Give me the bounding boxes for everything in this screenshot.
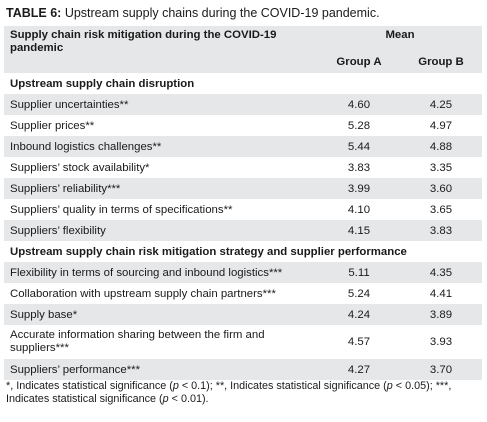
group-b-value: 3.70 [400,359,482,380]
section-header-row: Upstream supply chain disruption [4,73,482,94]
section-title: Upstream supply chain risk mitigation st… [4,241,482,262]
footnote-p-symbol-1: p [172,380,179,392]
table-row: Suppliers’ flexibility 4.15 3.83 [4,220,482,241]
footnote-p-symbol-3: p [162,393,169,405]
footnote-part-2: < 0.1); **, Indicates statistical signif… [178,380,387,392]
table-row: Suppliers’ quality in terms of specifica… [4,199,482,220]
table-caption-text: Upstream supply chains during the COVID-… [64,6,380,20]
group-b-value: 4.88 [400,136,482,157]
row-label: Inbound logistics challenges** [4,136,318,157]
group-a-value: 4.15 [318,220,400,241]
group-b-value: 4.41 [429,287,453,300]
row-label: Supplier uncertainties** [4,94,318,115]
group-b-value: 3.35 [429,161,453,174]
group-a-value: 4.57 [347,336,371,348]
group-a-value: 5.44 [318,136,400,157]
footnote-part-3: < 0.05); ***, Indicates statistical sign… [6,380,452,405]
group-a-header: Group A [318,51,400,73]
table-row: Collaboration with upstream supply chain… [4,283,482,304]
group-a-value: 3.99 [318,178,400,199]
row-label: Suppliers’ stock availability* [10,161,150,174]
row-label: Flexibility in terms of sourcing and inb… [4,262,318,283]
group-a-value: 4.60 [318,94,400,115]
row-label: Supplier prices** [10,119,95,132]
group-a-value: 4.10 [347,203,371,216]
table-row: Supplier prices** 5.28 4.97 [4,115,482,136]
mean-header: Mean [318,26,482,51]
row-label: Suppliers’ reliability*** [4,178,318,199]
row-label: Suppliers’ flexibility [4,220,318,241]
table-row: Suppliers’ stock availability* 3.83 3.35 [4,157,482,178]
table-caption: TABLE 6: Upstream supply chains during t… [6,6,380,20]
table-header-row: Supply chain risk mitigation during the … [4,26,482,73]
table-row: Supplier uncertainties** 4.60 4.25 [4,94,482,115]
table-subheader-row: Group A Group B [4,51,482,73]
footnote-part-1: *, Indicates statistical significance ( [6,380,173,392]
row-label: Collaboration with upstream supply chain… [10,287,276,300]
group-a-value: 5.28 [347,119,371,132]
group-a-value: 5.24 [347,287,371,300]
group-a-value: 3.83 [347,161,371,174]
group-b-value: 4.25 [400,94,482,115]
group-b-value: 4.35 [400,262,482,283]
footnote-p-symbol-2: p [386,380,393,392]
section-header-row: Upstream supply chain risk mitigation st… [4,241,482,262]
table-row: Accurate information sharing between the… [4,325,482,359]
section-title: Upstream supply chain disruption [4,73,482,94]
group-b-value: 3.65 [429,203,453,216]
row-label-header: Supply chain risk mitigation during the … [4,26,318,73]
row-label: Supply base* [4,304,318,325]
group-b-value: 4.97 [429,119,453,132]
group-b-header: Group B [400,51,482,73]
row-label: Accurate information sharing between the… [10,329,265,354]
footnote-part-4: < 0.01). [168,393,209,405]
table-row: Supply base* 4.24 3.89 [4,304,482,325]
table-row: Suppliers’ reliability*** 3.99 3.60 [4,178,482,199]
row-label: Suppliers’ performance*** [4,359,318,380]
group-b-value: 3.60 [400,178,482,199]
group-a-value: 4.27 [318,359,400,380]
group-a-value: 5.11 [318,262,400,283]
group-b-value: 3.93 [429,336,453,348]
row-label: Suppliers’ quality in terms of specifica… [10,203,233,216]
table-row: Flexibility in terms of sourcing and inb… [4,262,482,283]
group-b-value: 3.83 [400,220,482,241]
group-a-value: 4.24 [318,304,400,325]
group-b-value: 3.89 [400,304,482,325]
table-row: Suppliers’ performance*** 4.27 3.70 [4,359,482,380]
table-row: Inbound logistics challenges** 5.44 4.88 [4,136,482,157]
data-table: Supply chain risk mitigation during the … [4,26,482,380]
table-caption-label: TABLE 6: [6,6,62,20]
table-footnote: *, Indicates statistical significance (p… [6,380,476,406]
